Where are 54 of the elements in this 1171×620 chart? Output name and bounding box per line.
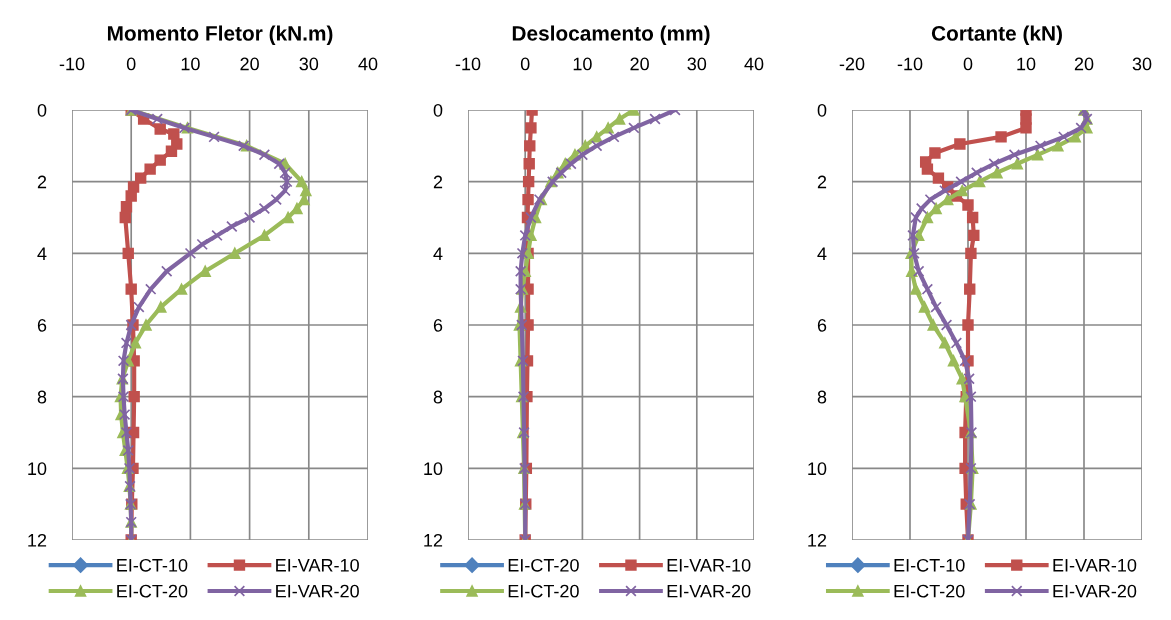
y-tick-label: 12 [28,533,47,547]
x-tick-label: 10 [181,57,200,71]
y-tick-label: 4 [433,247,443,260]
chart-title: Cortante (kN) [931,25,1062,45]
legend-label: EI-VAR-10 [1053,558,1137,572]
x-tick-label: 40 [744,57,764,71]
legend-label: EI-CT-20 [508,558,579,572]
legend-label: EI-VAR-10 [667,558,751,572]
chart-title: Deslocamento (mm) [512,25,710,45]
legend-label: EI-CT-10 [117,558,188,572]
legend-label: EI-VAR-20 [276,584,359,598]
y-tick-label: 2 [817,175,827,189]
y-tick-label: 8 [433,390,443,404]
y-tick-label: 8 [817,390,827,404]
legend-label: EI-CT-10 [894,558,965,572]
y-tick-label: 12 [808,533,827,547]
y-tick-label: 6 [433,318,443,332]
x-tick-label: -10 [897,57,923,71]
chart-title: Momento Fletor (kN.m) [107,25,333,45]
y-tick-label: 0 [37,103,47,117]
y-tick-label: 0 [817,103,827,117]
x-tick-label: 10 [1017,57,1036,71]
legend-label: EI-VAR-10 [276,558,359,572]
y-tick-label: 0 [433,103,443,117]
x-tick-label: 10 [573,57,592,71]
x-tick-label: -10 [455,57,481,71]
y-tick-label: 2 [37,175,47,189]
y-tick-label: 2 [433,175,443,189]
legend-label: EI-VAR-20 [1053,584,1137,598]
x-tick-label: 30 [299,57,319,71]
y-tick-label: 6 [37,318,47,332]
x-tick-label: 20 [1074,57,1094,71]
y-tick-label: 8 [37,390,47,404]
y-tick-label: 10 [424,462,443,476]
x-tick-label: 0 [520,57,530,71]
x-tick-label: 20 [240,57,259,71]
legend-label: EI-CT-20 [508,584,579,598]
y-tick-label: 10 [808,462,827,476]
x-tick-label: 0 [126,57,136,71]
y-tick-label: 4 [817,247,827,260]
x-tick-label: 30 [687,57,707,71]
x-tick-label: -10 [59,57,85,71]
legend-label: EI-VAR-20 [667,584,751,598]
y-tick-label: 10 [28,462,47,476]
x-tick-label: 20 [630,57,649,71]
x-tick-label: -20 [839,57,865,71]
x-tick-label: 0 [963,57,973,71]
x-tick-label: 40 [358,57,378,71]
y-tick-label: 6 [817,318,827,332]
legend-label: EI-CT-20 [894,584,965,598]
y-tick-label: 4 [37,247,47,260]
x-tick-label: 30 [1132,57,1152,71]
legend-label: EI-CT-20 [117,584,188,598]
y-tick-label: 12 [424,533,443,547]
